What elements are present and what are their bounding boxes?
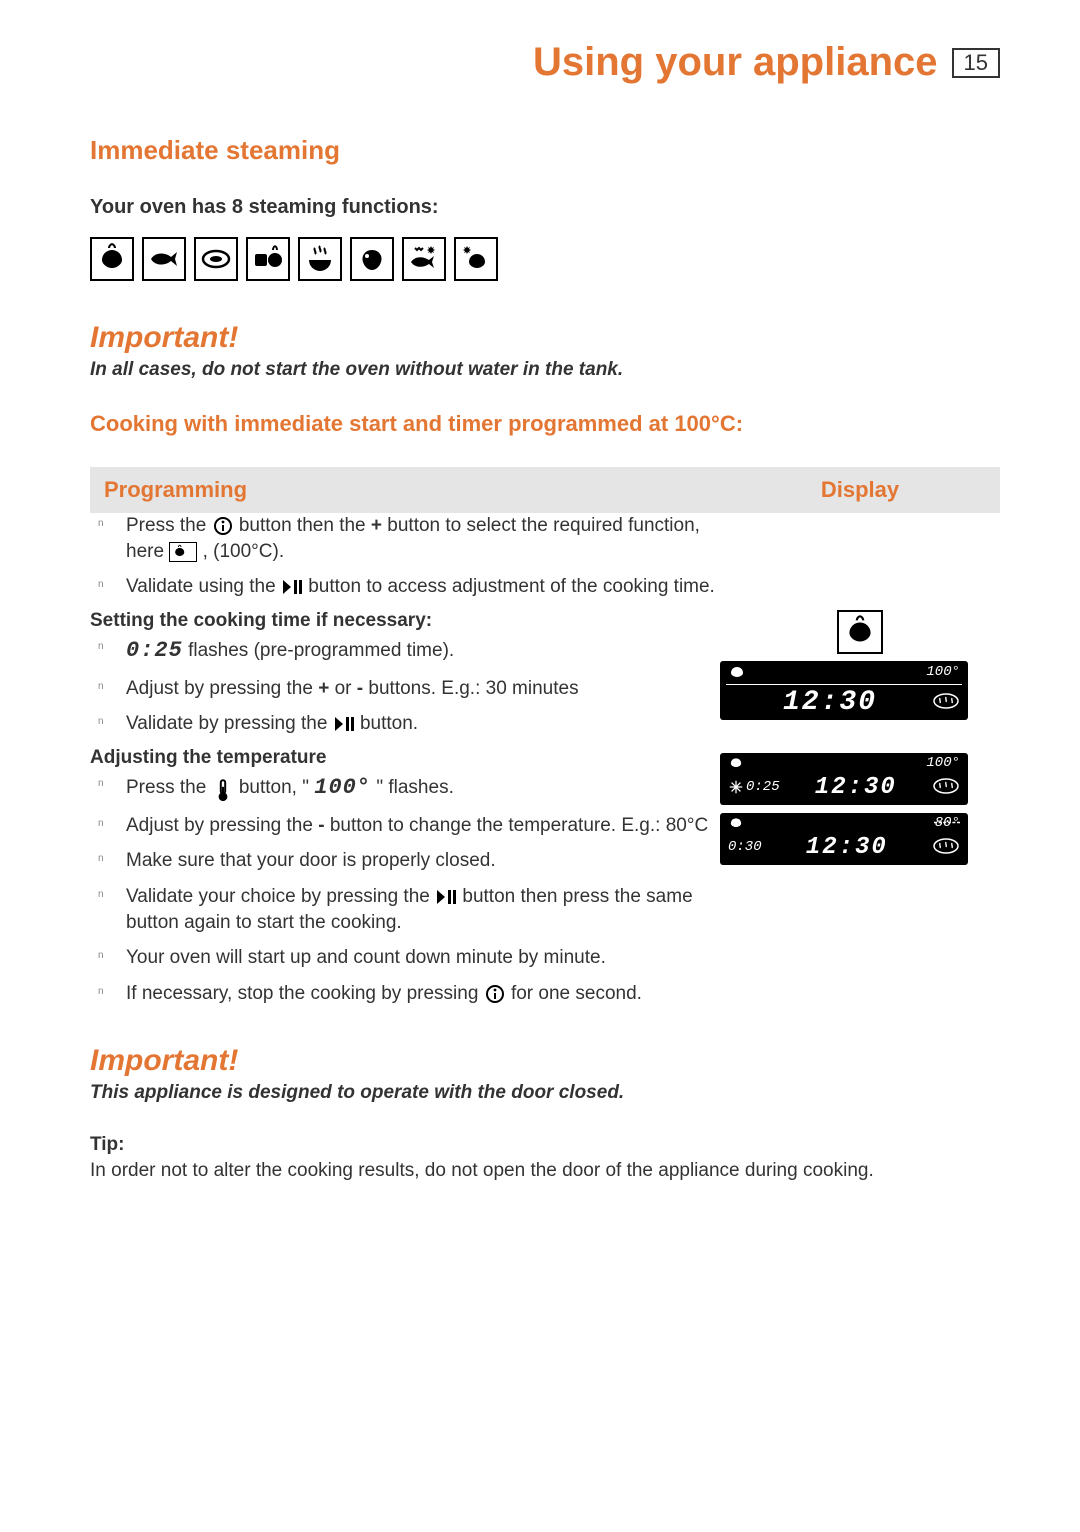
func-icon-veg-steam: [90, 237, 134, 281]
lcd-clock: 12:30: [783, 687, 877, 718]
plus-symbol: +: [371, 515, 382, 536]
text: Adjust by pressing the: [126, 678, 318, 699]
text: Validate using the: [126, 576, 281, 597]
text: buttons. E.g.: 30 minutes: [368, 678, 578, 699]
text: Validate your choice by pressing the: [126, 886, 435, 907]
list-item: Make sure that your door is properly clo…: [96, 848, 720, 874]
minus-symbol: -: [357, 678, 363, 699]
col-header-display: Display: [720, 467, 1000, 513]
display-func-icon: [837, 610, 883, 654]
text: button.: [360, 713, 418, 734]
play-pause-icon: [281, 577, 303, 597]
block2-list: 0:25 flashes (pre-programmed time). Adju…: [96, 636, 720, 737]
text: If necessary, stop the cooking by pressi…: [126, 983, 484, 1004]
important-1-title: Important!: [90, 321, 1000, 355]
text: button, ": [239, 777, 309, 798]
lcd-clock: 12:30: [815, 774, 897, 801]
block3-list: Press the button, " 100° " flashes. Adju…: [96, 773, 720, 1007]
section-heading: Immediate steaming: [90, 135, 1000, 166]
plus-symbol: +: [318, 678, 329, 699]
function-icon-row: [90, 237, 1000, 281]
lcd-display-2: 100° 0:25 12:30: [720, 753, 968, 805]
lcd-temp: 100°: [926, 755, 960, 771]
lcd-timer: 0:30: [728, 839, 762, 855]
mini-veg-icon: [728, 663, 746, 682]
important-2-title: Important!: [90, 1044, 1000, 1078]
list-item: Validate your choice by pressing the but…: [96, 884, 720, 935]
cooking-heading: Cooking with immediate start and timer p…: [90, 411, 1000, 437]
text: Press the: [126, 777, 212, 798]
block2-heading: Setting the cooking time if necessary:: [90, 610, 720, 632]
lcd-clock: 12:30: [806, 834, 888, 861]
list-item: If necessary, stop the cooking by pressi…: [96, 981, 720, 1007]
info-icon: [484, 984, 506, 1004]
text: Adjust by pressing the: [126, 815, 318, 836]
col-header-programming: Programming: [90, 467, 720, 513]
text: or: [335, 678, 357, 699]
func-icon-meat: [350, 237, 394, 281]
steam-icon: [932, 776, 960, 799]
veg-steam-icon: [169, 542, 197, 562]
func-icon-star-veg: [454, 237, 498, 281]
lcd-display-1: 100° 12:30: [720, 661, 968, 720]
info-icon: [212, 516, 234, 536]
play-pause-icon: [435, 887, 457, 907]
minus-symbol: -: [318, 815, 324, 836]
list-item: Validate by pressing the button.: [96, 711, 720, 737]
important-2-body: This appliance is designed to operate wi…: [90, 1082, 1000, 1104]
func-icon-dish: [194, 237, 238, 281]
list-item: Adjust by pressing the - button to chang…: [96, 813, 720, 839]
block1-list: Press the button then the + button to se…: [96, 513, 720, 600]
text: , (100°C).: [203, 541, 285, 562]
list-item: 0:25 flashes (pre-programmed time).: [96, 636, 720, 666]
steam-icon: [932, 691, 960, 714]
list-item: Your oven will start up and count down m…: [96, 945, 720, 971]
page-number: 15: [952, 48, 1000, 78]
lcd-timer: 0:25: [746, 779, 780, 795]
text: button to change the temperature. E.g.: …: [330, 815, 708, 836]
list-item: Adjust by pressing the + or - buttons. E…: [96, 676, 720, 702]
text: for one second.: [511, 983, 642, 1004]
page-header: Using your appliance 15: [90, 40, 1000, 85]
text: button then the: [239, 515, 371, 536]
mini-veg-icon: [728, 755, 744, 772]
page-title: Using your appliance: [533, 40, 938, 85]
text: Validate by pressing the: [126, 713, 333, 734]
section-subheading: Your oven has 8 steaming functions:: [90, 196, 1000, 219]
text: button to access adjustment of the cooki…: [308, 576, 715, 597]
list-item: Validate using the button to access adju…: [96, 574, 720, 600]
programming-table: Programming Display Press the button the…: [90, 467, 1000, 1016]
snowflake-icon: [728, 779, 744, 795]
lcd-display-3: 80° 0:30 12:30: [720, 813, 968, 865]
important-1-body: In all cases, do not start the oven with…: [90, 359, 1000, 381]
digital-value: 0:25: [126, 638, 183, 663]
text: Press the: [126, 515, 212, 536]
lcd-temp: 100°: [926, 664, 960, 680]
text: flashes (pre-programmed time).: [188, 640, 454, 661]
func-icon-pot-veg: [246, 237, 290, 281]
tip-heading: Tip:: [90, 1134, 1000, 1156]
func-icon-bowl-steam: [298, 237, 342, 281]
digital-value: 100°: [314, 775, 371, 800]
lcd-temp: 80°: [935, 815, 960, 831]
block3-heading: Adjusting the temperature: [90, 747, 720, 769]
steam-icon: [932, 836, 960, 859]
tip-body: In order not to alter the cooking result…: [90, 1158, 1000, 1184]
display-cell-1: [720, 513, 1000, 610]
list-item: Press the button then the + button to se…: [96, 513, 720, 564]
play-pause-icon: [333, 714, 355, 734]
mini-veg-icon: [728, 815, 744, 832]
func-icon-star-fish: [402, 237, 446, 281]
list-item: Press the button, " 100° " flashes.: [96, 773, 720, 803]
text: " flashes.: [376, 777, 454, 798]
func-icon-fish: [142, 237, 186, 281]
thermometer-icon: [212, 778, 234, 798]
